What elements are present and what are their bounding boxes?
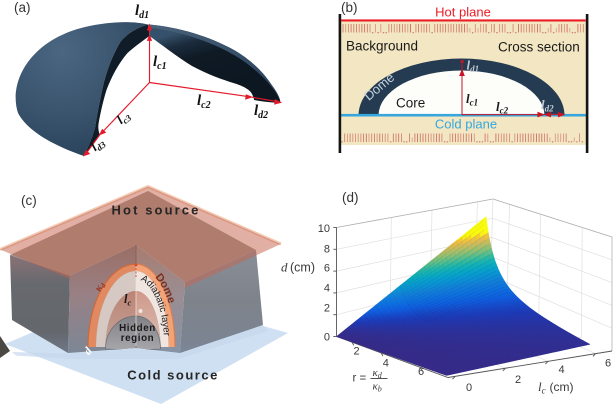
svg-text:region: region <box>121 333 155 344</box>
svg-text:Hot source: Hot source <box>112 203 201 218</box>
svg-text:d: d <box>281 260 288 275</box>
svg-text:4: 4 <box>324 283 330 295</box>
svg-text:Cross section: Cross section <box>498 40 580 55</box>
svg-text:Core: Core <box>396 96 425 111</box>
svg-text:Hidden: Hidden <box>119 323 156 334</box>
svg-text:6: 6 <box>324 263 330 275</box>
svg-text:κd: κd <box>373 367 383 380</box>
svg-text:Background: Background <box>346 39 418 54</box>
svg-text:2: 2 <box>515 374 521 386</box>
svg-text:Hot plane: Hot plane <box>435 5 491 20</box>
svg-text:2: 2 <box>353 346 359 358</box>
svg-text:0: 0 <box>324 332 330 344</box>
svg-text:lc1: lc1 <box>153 54 167 72</box>
svg-text:6: 6 <box>605 358 611 370</box>
svg-text:Cold source: Cold source <box>127 368 219 383</box>
svg-text:(d): (d) <box>342 190 359 205</box>
svg-text:(a): (a) <box>14 0 31 15</box>
svg-text:4: 4 <box>558 364 564 376</box>
svg-text:lc2: lc2 <box>197 93 211 111</box>
svg-text:lc: lc <box>124 292 131 308</box>
svg-text:10: 10 <box>318 223 330 235</box>
svg-text:0: 0 <box>466 382 472 394</box>
svg-text:ld1: ld1 <box>135 3 149 21</box>
svg-text:ld2: ld2 <box>254 103 268 121</box>
svg-text:(cm): (cm) <box>550 380 574 394</box>
svg-text:6: 6 <box>418 366 424 378</box>
svg-text:κb: κb <box>373 381 382 394</box>
svg-text:2: 2 <box>324 303 330 315</box>
svg-text:lc: lc <box>538 379 546 396</box>
svg-text:(c): (c) <box>21 193 37 208</box>
svg-text:Cold plane: Cold plane <box>435 117 497 132</box>
svg-text:(b): (b) <box>341 0 358 15</box>
svg-text:8: 8 <box>324 244 330 256</box>
svg-text:r =: r = <box>353 373 367 385</box>
svg-text:(cm): (cm) <box>290 261 315 275</box>
svg-text:4: 4 <box>383 357 389 369</box>
